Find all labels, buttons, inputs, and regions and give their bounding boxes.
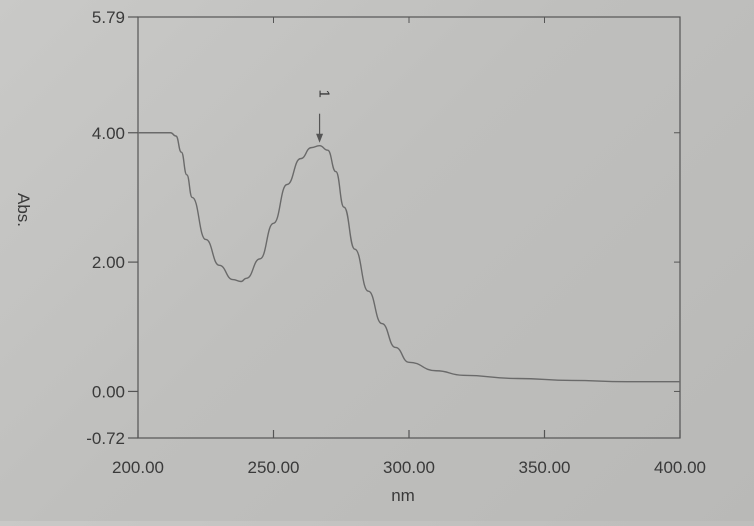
x-tick-label: 250.00 (248, 458, 300, 477)
y-tick-label: 4.00 (92, 124, 125, 143)
y-tick-label: 2.00 (92, 253, 125, 272)
x-tick-label: 350.00 (519, 458, 571, 477)
y-axis-label: Abs. (14, 193, 33, 227)
plot-frame (137, 16, 681, 439)
y-tick-label: 5.79 (92, 8, 125, 27)
y-tick-label: 0.00 (92, 382, 125, 401)
peak-label: 1 (316, 90, 333, 98)
y-tick-label: -0.72 (86, 429, 125, 448)
x-tick-label: 400.00 (654, 458, 706, 477)
x-tick-label: 200.00 (112, 458, 164, 477)
spectrum-line (138, 132, 680, 383)
peak-arrow-icon (316, 133, 324, 143)
x-tick-label: 300.00 (383, 458, 435, 477)
x-axis-label: nm (391, 486, 415, 505)
